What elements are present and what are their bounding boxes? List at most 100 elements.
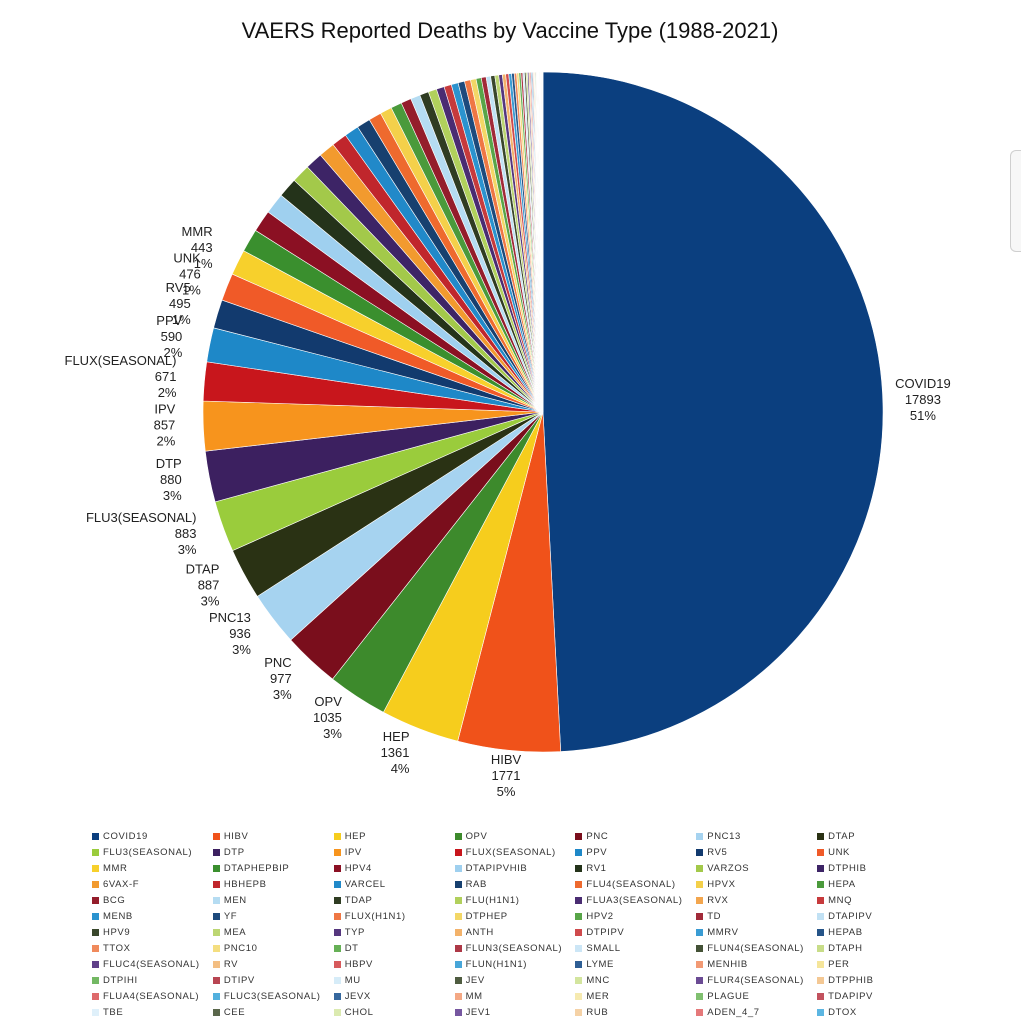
chart-title: VAERS Reported Deaths by Vaccine Type (1…	[242, 18, 779, 43]
legend-swatch	[575, 833, 583, 840]
legend-item: DTPHEP	[454, 909, 570, 924]
legend-item: DTP	[212, 845, 328, 860]
legend-label: ADEN_4_7	[707, 1007, 760, 1018]
legend-item: DTPIHI	[92, 973, 207, 988]
legend-label: HBHEPB	[223, 879, 267, 890]
legend-label: RV5	[707, 847, 728, 858]
legend-item: HPVX	[696, 877, 811, 892]
legend-item: FLU4(SEASONAL)	[575, 877, 690, 892]
legend-label: MENB	[103, 911, 133, 922]
legend-item: OPV	[454, 829, 570, 844]
legend-item: CHOL	[333, 1005, 449, 1020]
legend-swatch	[696, 993, 704, 1000]
legend-label: SMALL	[586, 943, 621, 954]
legend-item: RVX	[696, 893, 811, 908]
legend-swatch	[817, 929, 825, 936]
legend-label: DTPIPV	[586, 927, 625, 938]
legend-swatch	[92, 849, 99, 856]
legend-label: HPV2	[586, 911, 614, 922]
legend-item: MEN	[212, 893, 328, 908]
slice-label-dtp: DTP 880 3%	[156, 456, 182, 503]
legend-item: FLUC3(SEASONAL)	[212, 989, 328, 1004]
legend-item: RV	[212, 957, 328, 972]
legend-item: YF	[212, 909, 328, 924]
legend-swatch	[333, 897, 341, 904]
legend-label: TDAP	[344, 895, 373, 906]
legend-label: FLUR4(SEASONAL)	[707, 975, 804, 986]
legend-item: ADEN_4_7	[696, 1005, 811, 1020]
legend-item: MU	[333, 973, 449, 988]
legend-swatch	[575, 929, 583, 936]
legend-label: FLU4(SEASONAL)	[586, 879, 676, 890]
legend-label: DTAPH	[828, 943, 863, 954]
legend-swatch	[212, 913, 220, 920]
legend-swatch	[333, 977, 341, 984]
legend-item: FLU(H1N1)	[454, 893, 570, 908]
legend-item: MNQ	[817, 893, 932, 908]
legend-item: PNC10	[212, 941, 328, 956]
legend-label: FLUN(H1N1)	[465, 959, 527, 970]
legend-label: ANTH	[465, 927, 494, 938]
legend-swatch	[92, 833, 99, 840]
legend-item: HPV4	[333, 861, 449, 876]
legend-item: HPV2	[575, 909, 690, 924]
legend-item: DTOX	[817, 1005, 932, 1020]
legend-swatch	[696, 961, 704, 968]
legend-item: FLUN4(SEASONAL)	[696, 941, 811, 956]
legend-label: HEP	[344, 831, 367, 842]
legend-label: PNC13	[707, 831, 741, 842]
legend-swatch	[696, 945, 704, 952]
legend-label: FLUC4(SEASONAL)	[103, 959, 200, 970]
legend-label: MU	[344, 975, 361, 986]
legend-label: OPV	[465, 831, 488, 842]
legend-label: RUB	[586, 1007, 609, 1018]
legend-swatch	[92, 961, 99, 968]
legend-label: MMRV	[707, 927, 739, 938]
legend-swatch	[454, 913, 462, 920]
legend-swatch	[696, 929, 704, 936]
legend-swatch	[817, 849, 825, 856]
legend-swatch	[333, 961, 341, 968]
legend-swatch	[696, 865, 704, 872]
legend-swatch	[92, 913, 99, 920]
legend-item: UNK	[817, 845, 932, 860]
legend-label: RVX	[707, 895, 729, 906]
slice-label-ppv: PPV 590 2%	[156, 313, 182, 360]
legend-swatch	[696, 833, 704, 840]
legend-swatch	[92, 929, 99, 936]
legend-item: FLUX(SEASONAL)	[454, 845, 570, 860]
legend-item: DTPIPV	[575, 925, 690, 940]
slice-label-dtap: DTAP 887 3%	[186, 561, 220, 608]
legend-item: DT	[333, 941, 449, 956]
legend-label: DTAPIPV	[828, 911, 873, 922]
legend-swatch	[817, 881, 825, 888]
side-scroll-tab[interactable]	[1010, 150, 1021, 252]
legend-swatch	[575, 993, 583, 1000]
legend-item: LYME	[575, 957, 690, 972]
legend-swatch	[333, 881, 341, 888]
legend-label: FLUN3(SEASONAL)	[465, 943, 563, 954]
legend-item: JEV1	[454, 1005, 570, 1020]
legend-label: FLUN4(SEASONAL)	[707, 943, 804, 954]
legend-label: CEE	[223, 1007, 246, 1018]
legend-label: DTAPIPVHIB	[465, 863, 528, 874]
legend-label: DTPPHIB	[828, 975, 874, 986]
legend-swatch	[575, 913, 583, 920]
legend-label: PPV	[586, 847, 608, 858]
legend-label: MNC	[586, 975, 610, 986]
legend-label: MEA	[223, 927, 247, 938]
legend-label: FLUX(SEASONAL)	[465, 847, 556, 858]
legend-label: TDAPIPV	[828, 991, 873, 1002]
legend-item: MMRV	[696, 925, 811, 940]
legend-item: DTAPIPV	[817, 909, 932, 924]
legend-item: PER	[817, 957, 932, 972]
slice-label-opv: OPV 1035 3%	[313, 694, 342, 741]
legend-label: BCG	[103, 895, 126, 906]
legend-swatch	[817, 945, 825, 952]
legend-swatch	[333, 929, 341, 936]
legend-swatch	[454, 849, 462, 856]
legend-item: HEPAB	[817, 925, 932, 940]
legend-label: MNQ	[828, 895, 853, 906]
slice-label-hibv: HIBV 1771 5%	[491, 752, 522, 799]
